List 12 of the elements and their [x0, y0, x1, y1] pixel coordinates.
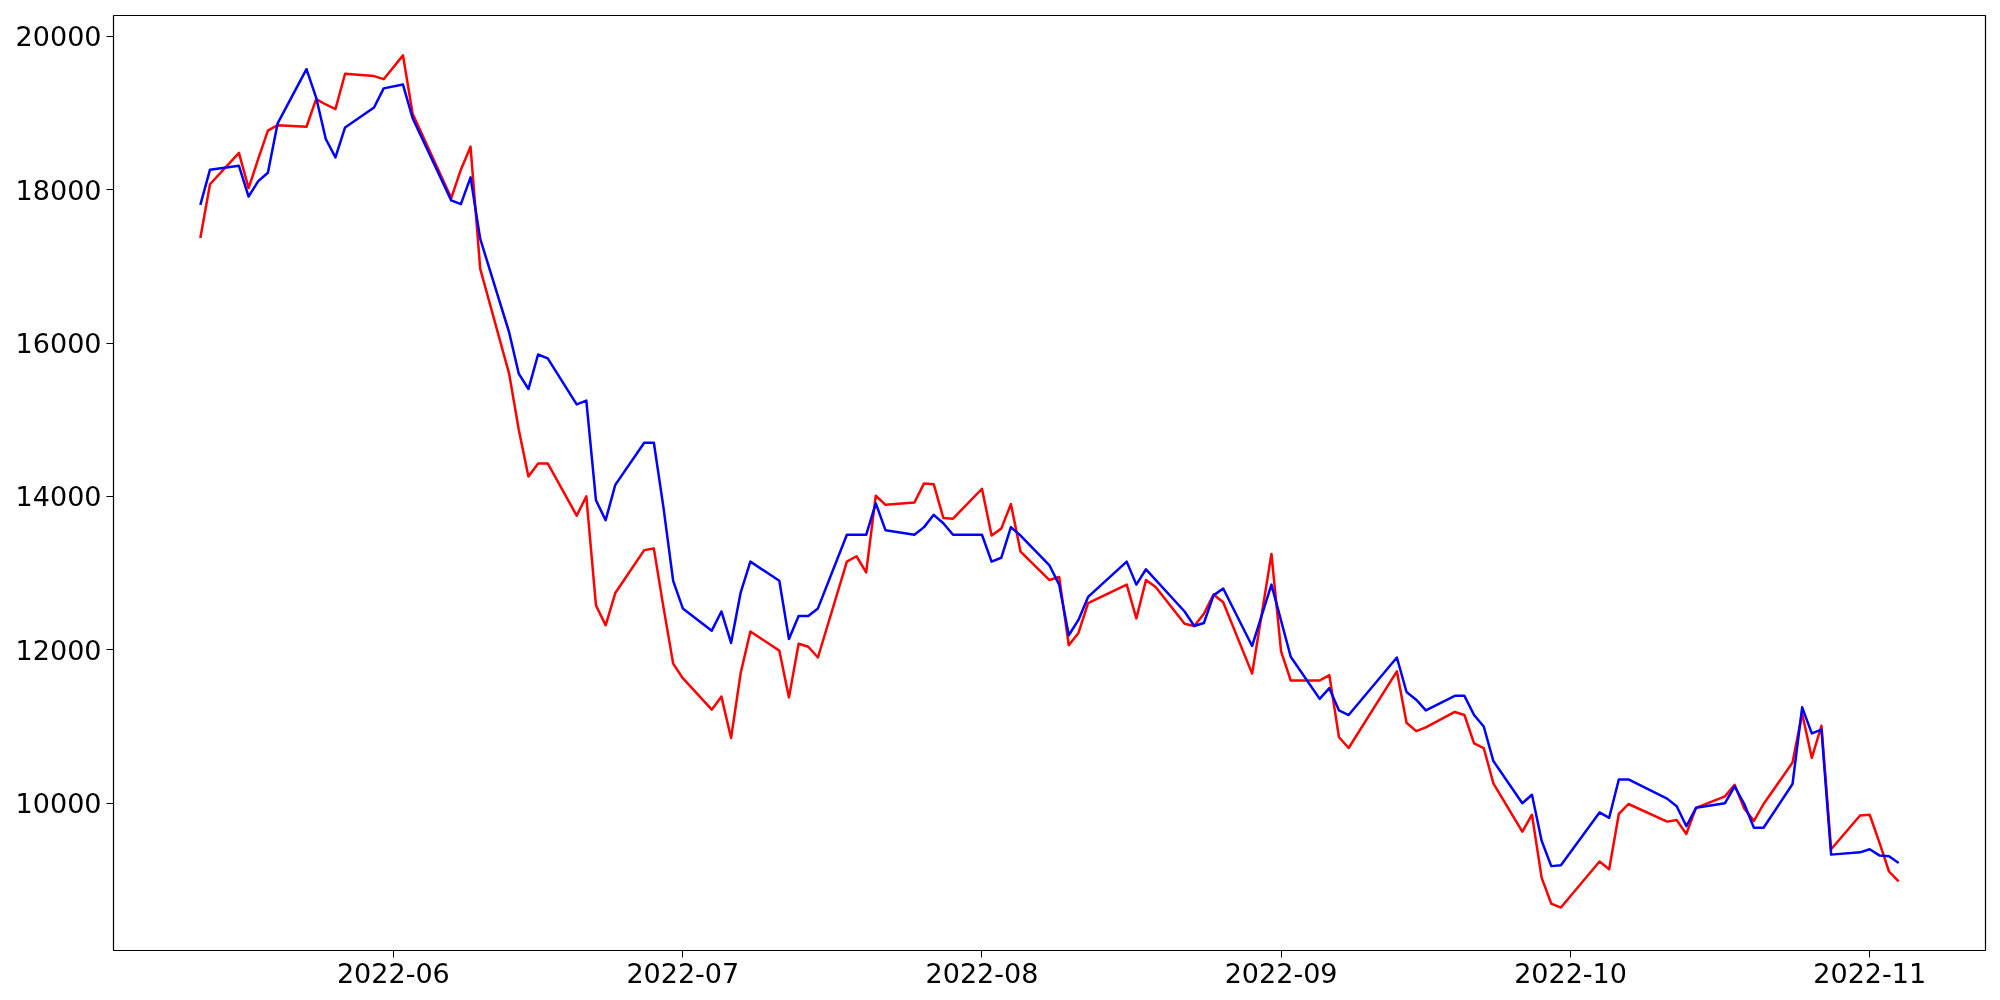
x-tick-label: 2022-10 — [1514, 957, 1627, 989]
y-tick-label: 12000 — [15, 634, 102, 666]
y-tick-label: 16000 — [15, 328, 102, 360]
x-tick-label: 2022-11 — [1813, 957, 1927, 989]
x-tick-label: 2022-06 — [336, 957, 450, 989]
x-tick-label: 2022-09 — [1224, 957, 1338, 989]
x-tick-label: 2022-07 — [626, 957, 740, 989]
y-tick-label: 10000 — [15, 788, 102, 820]
y-tick-label: 14000 — [15, 481, 102, 513]
y-tick-label: 20000 — [15, 21, 102, 53]
x-tick-label: 2022-08 — [925, 957, 1039, 989]
y-tick-label: 18000 — [15, 174, 102, 206]
